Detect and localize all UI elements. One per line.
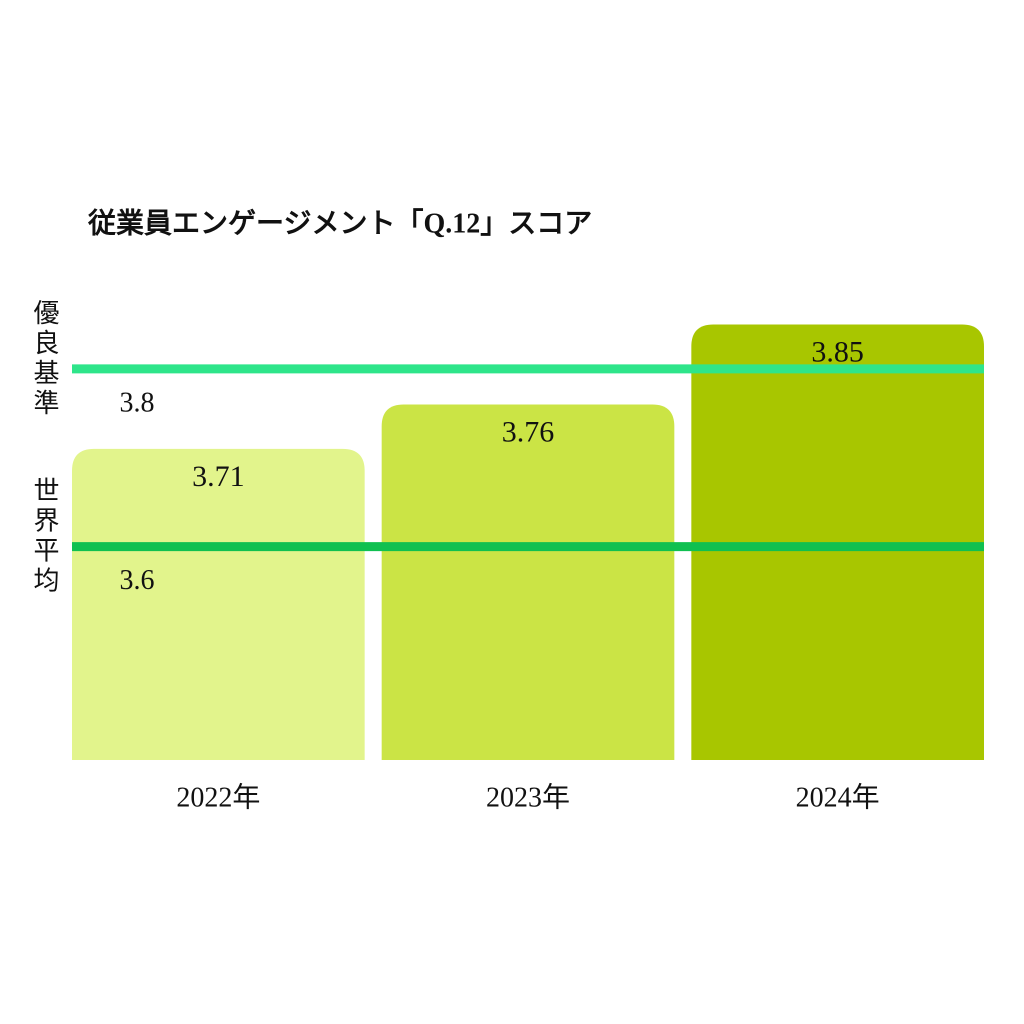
reference-value: 3.8 xyxy=(120,387,155,418)
bar xyxy=(72,448,365,760)
value-label: 3.76 xyxy=(502,415,555,448)
value-label: 3.71 xyxy=(192,460,245,493)
x-tick-label: 2024年 xyxy=(796,781,880,813)
reference-value: 3.6 xyxy=(120,565,155,596)
reference-label: 世界平均 xyxy=(30,477,59,597)
value-label: 3.85 xyxy=(811,335,864,368)
reference-label: 優良基準 xyxy=(30,299,59,419)
bar xyxy=(381,404,675,760)
x-tick-label: 2022年 xyxy=(176,781,260,813)
chart-title: 従業員エンゲージメント「Q.12」スコア xyxy=(87,206,592,239)
x-tick-label: 2023年 xyxy=(486,781,570,813)
